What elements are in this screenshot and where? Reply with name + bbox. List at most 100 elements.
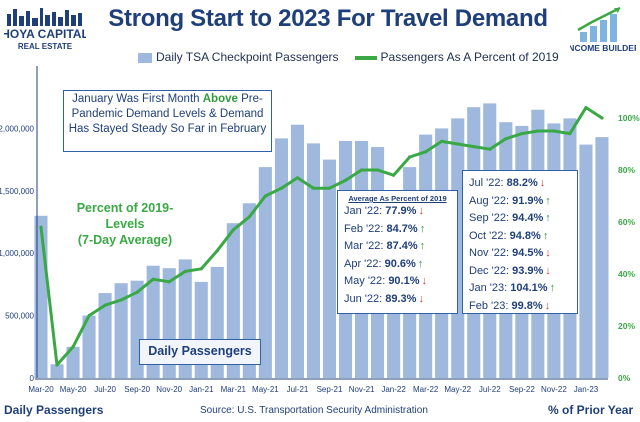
arrow-down-icon: ↓ <box>418 205 424 217</box>
y-tick-label: 1,500,000 <box>0 187 35 196</box>
percent-row: Jan '22: 77.9% ↓ <box>338 203 457 221</box>
y2-tick-label: 0% <box>618 373 631 383</box>
legend-line-swatch <box>354 55 377 60</box>
x-tick-label: May-20 <box>60 385 87 394</box>
arrow-up-icon: ↑ <box>545 194 551 207</box>
percent-point <box>536 129 540 133</box>
percent-row: Feb '23: 99.8% ↓ <box>463 298 577 316</box>
percent-row-month: Sep '22 <box>469 212 506 224</box>
footer-source: Source: U.S. Transportation Security Adm… <box>200 405 428 416</box>
note-text-post: Pre-Pandemic Demand Levels & Demand Has … <box>68 93 267 135</box>
percent-row-value: 104.1% <box>510 282 548 294</box>
percent-row: Jun '22: 89.3% ↓ <box>338 291 457 309</box>
percent-point <box>408 155 412 159</box>
logo-left-line2: REAL ESTATE <box>18 42 73 51</box>
percent-point <box>199 267 203 271</box>
percent-row-month: Oct '22 <box>469 229 504 242</box>
percent-row-value: 93.9% <box>512 264 544 277</box>
legend-bar-label: Daily TSA Checkpoint Passengers <box>156 50 339 64</box>
x-tick-label: Sep-21 <box>317 385 343 394</box>
pct-label-line2: (7-Day Average) <box>77 233 173 247</box>
x-tick-label: Mar-21 <box>221 385 247 394</box>
percent-point <box>568 132 572 136</box>
percent-row-value: 88.2% <box>506 177 538 189</box>
percent-point <box>263 194 267 198</box>
x-tick-label: May-22 <box>444 385 471 394</box>
average-percent-box: Average As Percent of 2019 Jan '22: 77.9… <box>337 190 458 314</box>
percent-row-month: Apr '22 <box>344 257 379 270</box>
legend-line-label: Passengers As A Percent of 2019 <box>380 50 559 64</box>
percent-of-2019-label: Percent of 2019-Levels (7-Day Average) <box>60 200 190 248</box>
x-tick-label: Jul-20 <box>94 385 116 394</box>
y-tick-label: 1,000,000 <box>0 249 35 258</box>
percent-row-month: Dec '22 <box>469 264 506 277</box>
percent-point <box>279 186 283 190</box>
percent-row-value: 87.4% <box>386 240 418 252</box>
arrow-down-icon: ↓ <box>539 177 546 189</box>
bar <box>322 159 336 378</box>
percent-point <box>135 290 139 294</box>
y-tick-label: 2,000,000 <box>0 124 35 133</box>
percent-row-month: Nov '22 <box>469 247 506 259</box>
bar <box>34 215 48 378</box>
percent-point <box>456 142 460 146</box>
percent-point <box>440 139 444 143</box>
y2-tick-label: 60% <box>618 217 635 227</box>
percent-row-month: Feb '23 <box>469 299 506 312</box>
bar <box>274 138 288 378</box>
percent-row-value: 94.5% <box>512 247 544 259</box>
percent-point <box>424 150 428 154</box>
bar <box>50 364 64 378</box>
percent-point <box>183 269 187 273</box>
y2-tick-label: 100% <box>618 113 640 123</box>
footer-left-label: Daily Passengers <box>4 403 104 417</box>
percent-point <box>520 132 524 136</box>
percent-point <box>600 116 604 120</box>
x-tick-label: Mar-22 <box>413 385 439 394</box>
arrow-down-icon: ↓ <box>545 264 551 277</box>
bar <box>82 315 96 378</box>
x-tick-label: Mar-20 <box>28 385 54 394</box>
x-tick-label: Nov-21 <box>349 385 375 394</box>
arrow-up-icon: ↑ <box>545 212 551 224</box>
average-percent-box-2: Jul '22: 88.2% ↓ Aug '22: 91.9% ↑ Sep '22: 9… <box>462 170 578 314</box>
percent-row: May '22: 90.1% ↓ <box>338 273 457 291</box>
percent-row-month: Jul '22 <box>469 177 501 189</box>
arrow-down-icon: ↓ <box>418 292 424 305</box>
arrow-up-icon: ↑ <box>549 282 556 294</box>
percent-point <box>119 298 123 302</box>
note-text-pre: January Was First Month <box>72 93 203 105</box>
percent-row: Jan '23: 104.1% ↑ <box>463 280 577 298</box>
daily-passengers-box: Daily Passengers <box>139 339 261 365</box>
pct-label-line1: Percent of 2019-Levels <box>76 201 174 231</box>
percent-row: Dec '22: 93.9% ↓ <box>463 263 577 281</box>
y2-tick-label: 80% <box>618 165 635 175</box>
income-builder-logo: INCOME BUILDER <box>570 6 636 53</box>
percent-point <box>504 137 508 141</box>
x-tick-label: Sep-20 <box>124 385 150 394</box>
percent-point <box>295 176 300 180</box>
percent-point <box>247 215 251 219</box>
logo-left-line1: HOYA CAPITAL <box>4 27 86 41</box>
arrow-down-icon: ↓ <box>544 299 551 312</box>
percent-point <box>311 186 316 190</box>
percent-row: Apr '22: 90.6% ↑ <box>338 256 457 274</box>
percent-row: Mar '22: 87.4% ↑ <box>338 238 457 256</box>
percent-row-value: 94.4% <box>512 212 544 224</box>
hoya-capital-logo: HOYA CAPITAL REAL ESTATE <box>4 8 86 51</box>
percent-point <box>39 225 43 229</box>
percent-point <box>87 314 91 318</box>
legend-bar-swatch <box>138 52 152 63</box>
x-tick-label: Jan-21 <box>189 385 214 394</box>
percent-row: Nov '22: 94.5% ↓ <box>463 245 577 263</box>
percent-row: Aug '22: 91.9% ↑ <box>463 193 577 211</box>
x-tick-label: Nov-20 <box>156 385 182 394</box>
bar <box>595 137 609 378</box>
percent-point <box>103 303 107 307</box>
arrow-up-icon: ↑ <box>542 229 549 242</box>
x-tick-label: Sep-22 <box>509 385 535 394</box>
y-tick-label: 500,000 <box>5 312 34 321</box>
percent-point <box>343 178 348 182</box>
percent-point <box>215 249 219 253</box>
